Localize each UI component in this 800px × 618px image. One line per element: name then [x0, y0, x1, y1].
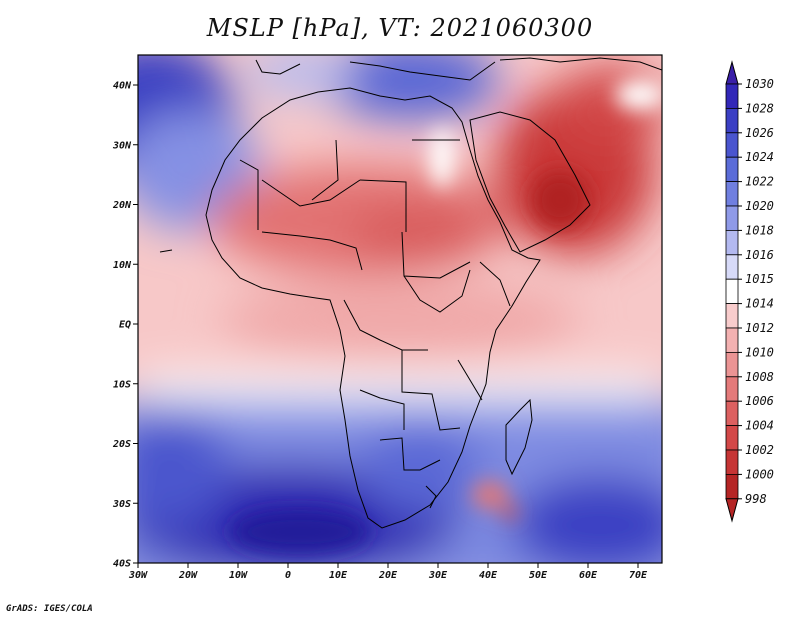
grads-credit: GrADS: IGES/COLA	[6, 604, 93, 614]
lat-tick-label: 30N	[112, 140, 132, 151]
map-title: MSLP [hPa], VT: 2021060300	[206, 14, 594, 42]
lon-tick-label: 0	[285, 570, 291, 581]
colorbar-swatch	[725, 327, 739, 353]
colorbar-swatch	[725, 181, 739, 207]
colorbar-label: 1022	[745, 175, 774, 189]
colorbar-swatch	[725, 205, 739, 231]
lat-tick-label: EQ	[119, 320, 131, 331]
lon-tick-label: 60E	[579, 570, 598, 581]
colorbar-swatch	[725, 449, 739, 475]
colorbar-swatch	[725, 108, 739, 134]
colorbar-label: 1016	[745, 248, 774, 262]
colorbar-swatch	[725, 400, 739, 427]
lon-tick-label: 70E	[629, 570, 648, 581]
colorbar-label: 1020	[745, 199, 774, 213]
colorbar-swatch	[725, 229, 739, 256]
colorbar-swatch	[725, 278, 739, 305]
colorbar-swatch	[725, 351, 739, 378]
colorbar-label: 1004	[745, 419, 774, 433]
lon-tick-label: 50E	[529, 570, 548, 581]
lat-tick-label: 30S	[112, 499, 131, 510]
lon-tick-label: 30W	[128, 570, 148, 581]
colorbar-label: 1012	[745, 321, 774, 335]
lat-tick-label: 10S	[113, 379, 131, 390]
coastline-layer	[159, 57, 662, 529]
colorbar-swatch	[725, 376, 739, 402]
colorbar-label: 1014	[745, 297, 774, 311]
lat-tick-label: 40S	[113, 559, 131, 570]
lat-tick-label: 20S	[112, 439, 131, 450]
colorbar-label: 1002	[745, 443, 774, 457]
colorbar-label: 1026	[745, 126, 774, 140]
lat-tick-label: 40N	[113, 81, 132, 92]
lon-tick-label: 30E	[428, 570, 448, 581]
lon-tick-label: 40E	[479, 570, 498, 581]
lon-tick-label: 20W	[178, 570, 198, 581]
colorbar-label: 1015	[745, 272, 774, 286]
latitude-axis: 40N 30N 20N 10N EQ 10S 20S 30S 40S	[112, 81, 138, 570]
colorbar-label: 1000	[745, 467, 774, 481]
colorbar-label: 1018	[745, 223, 774, 237]
colorbar-swatch	[725, 83, 739, 109]
lat-tick-label: 20N	[112, 200, 132, 211]
colorbar-swatch	[725, 473, 739, 500]
lon-tick-label: 20E	[378, 570, 398, 581]
colorbar-label: 1008	[745, 370, 774, 384]
colorbar-label: 1028	[745, 101, 774, 115]
colorbar-swatch	[725, 254, 739, 280]
lon-tick-label: 10W	[229, 570, 248, 581]
colorbar: 1030 1028 1026 1024 1022 1020 1018 1016 1015 1014…	[725, 60, 774, 523]
longitude-axis: 30W 20W 10W 0 10E 20E 30E 40E 50E 60E 70E	[128, 563, 648, 581]
colorbar-label: 1010	[745, 345, 774, 359]
colorbar-swatch	[725, 303, 739, 329]
lat-tick-label: 10N	[113, 260, 132, 271]
colorbar-swatch	[725, 425, 739, 451]
colorbar-label: 1024	[745, 150, 774, 164]
colorbar-swatch	[725, 156, 739, 182]
pressure-field	[138, 55, 662, 563]
colorbar-top-arrow	[725, 60, 739, 85]
plot-frame	[137, 54, 663, 564]
colorbar-label: 1006	[745, 394, 774, 408]
colorbar-label: 1030	[745, 77, 774, 91]
lon-tick-label: 10E	[329, 570, 348, 581]
colorbar-bottom-arrow	[725, 498, 739, 523]
colorbar-swatch	[725, 132, 739, 158]
colorbar-label: 998	[745, 492, 767, 506]
